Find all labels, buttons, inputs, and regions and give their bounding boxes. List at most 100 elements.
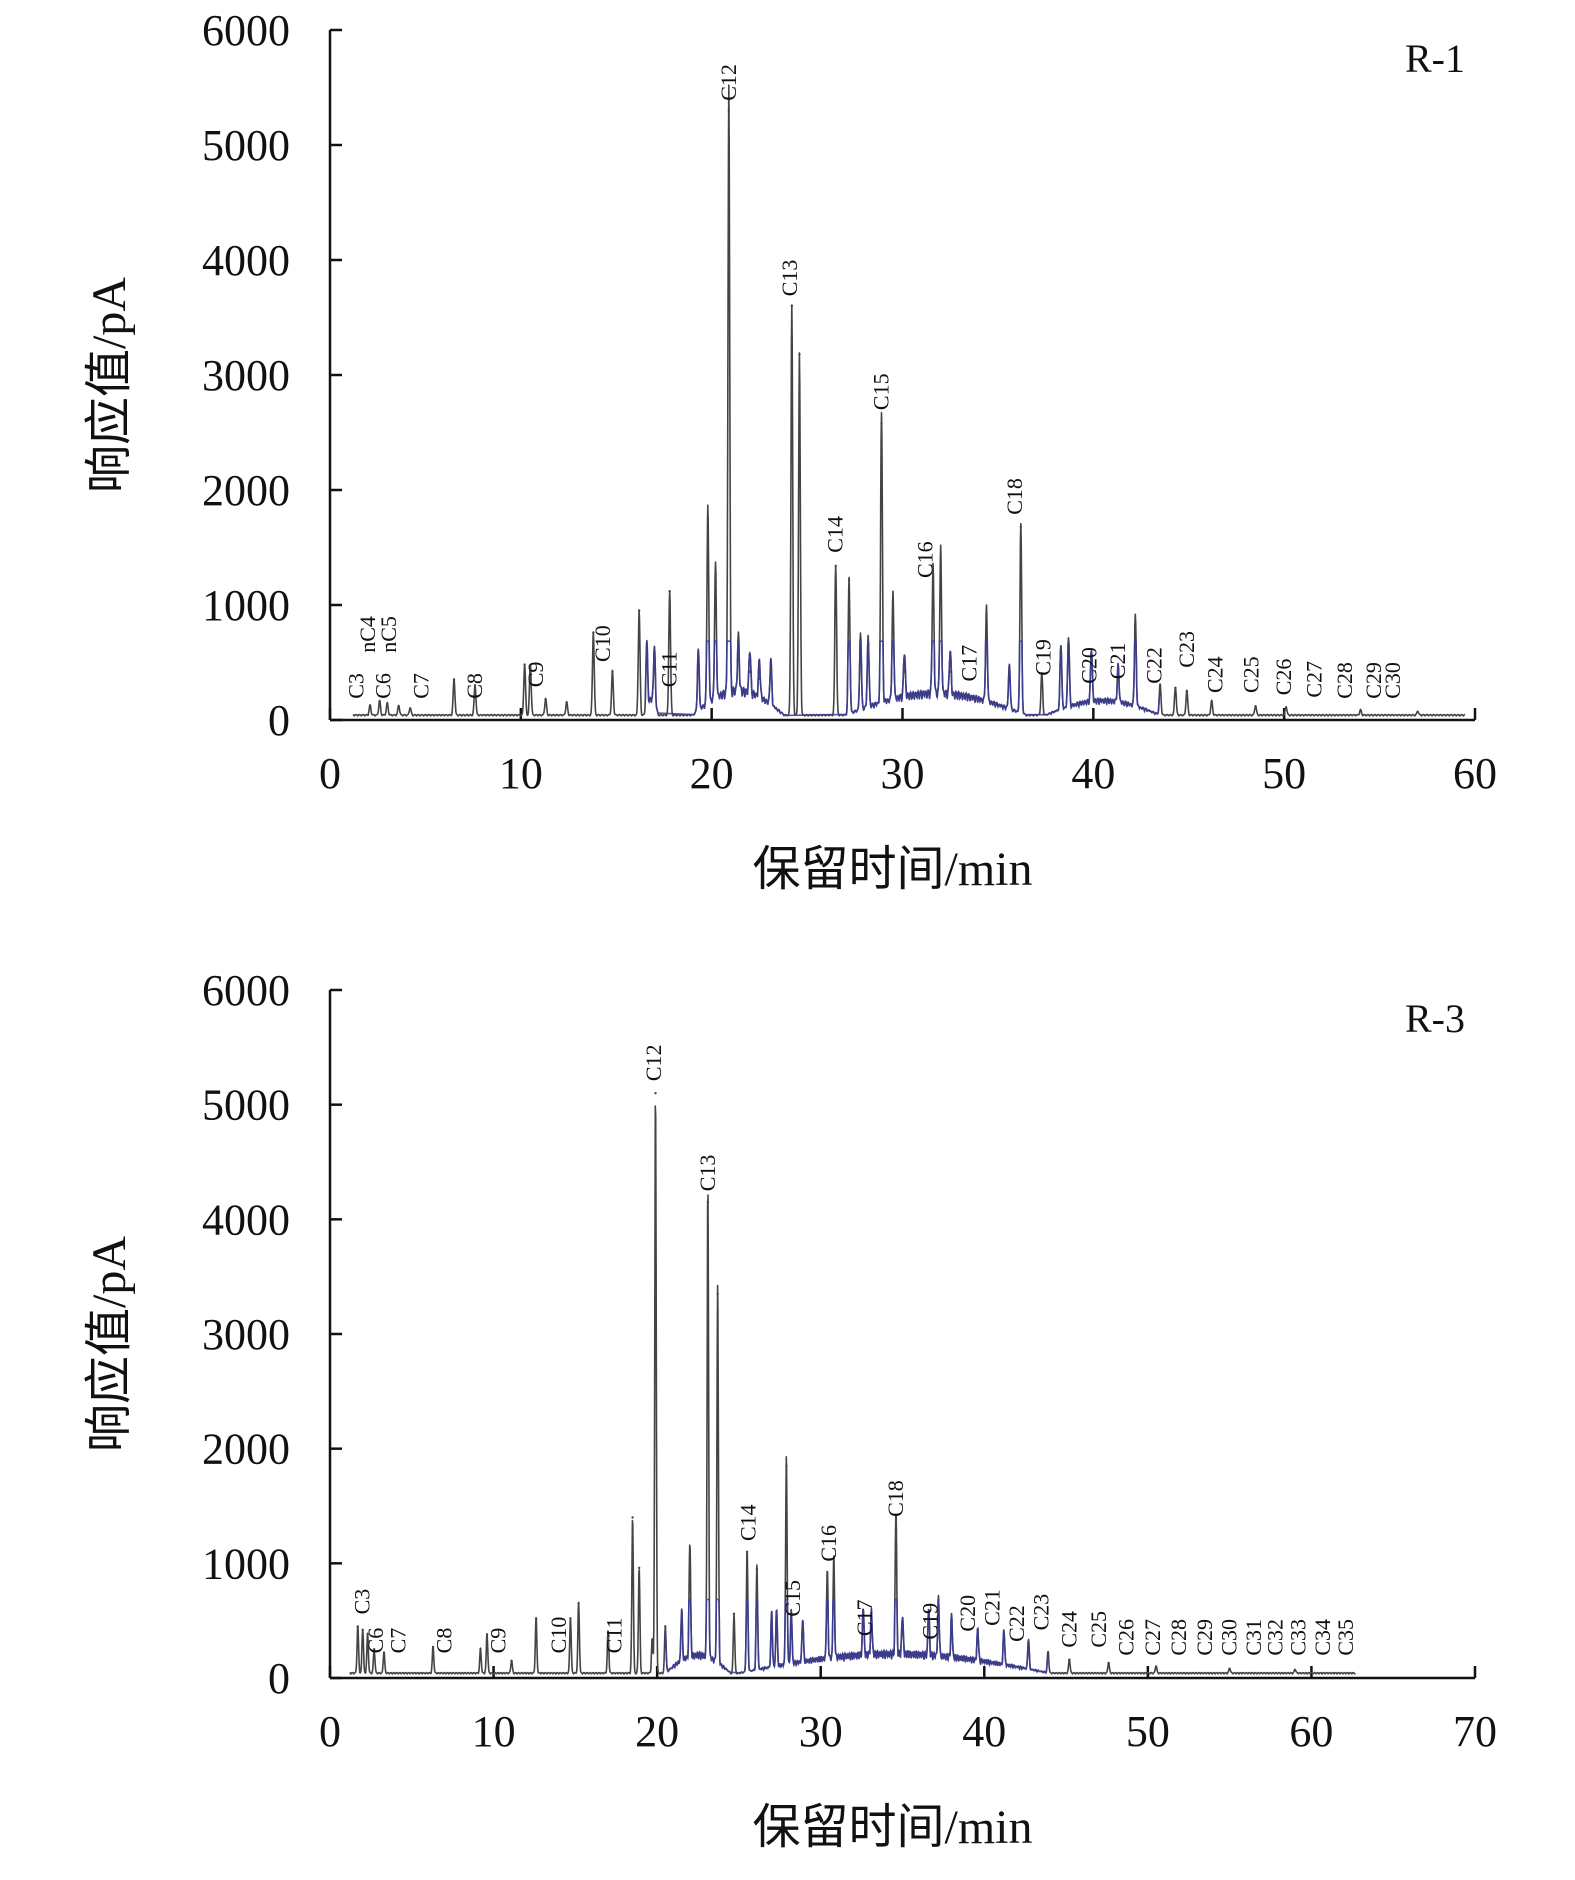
peak-point	[939, 569, 942, 572]
peak-point	[732, 1612, 736, 1615]
peak-label: C15	[869, 373, 894, 410]
peak-point	[544, 698, 547, 701]
peak-label: nC4	[355, 616, 380, 653]
unresolved-hump-trace	[644, 638, 1161, 717]
peak-label: C28	[1166, 1619, 1191, 1656]
peak-point	[880, 422, 883, 425]
peak-label: C6	[370, 673, 395, 699]
peak-point	[785, 1464, 788, 1468]
peak-label: C20	[1077, 647, 1102, 684]
y-tick-label: 0	[268, 696, 290, 745]
peak-point	[452, 678, 456, 681]
peak-point	[1040, 672, 1044, 676]
peak-label: C29	[1361, 662, 1386, 699]
peak-point	[866, 644, 870, 647]
peak-label: C22	[1141, 647, 1166, 684]
peak-label: C3	[344, 673, 369, 699]
x-tick-label: 0	[319, 1707, 341, 1756]
peak-label: C26	[1271, 659, 1296, 696]
peak-point	[1359, 709, 1362, 712]
peak-point	[870, 1628, 873, 1632]
y-tick-label: 3000	[202, 351, 290, 400]
peak-point	[1228, 1667, 1231, 1671]
peak-label: C7	[386, 1628, 411, 1654]
peak-point	[903, 670, 906, 673]
peak-label: C10	[590, 625, 615, 662]
peak-label: C35	[1333, 1619, 1358, 1656]
chart-panel-R-1: 0 1000 2000 3000 4000 5000 6000 0 10 20 30 40 50 60 保留…	[83, 6, 1497, 896]
y-tick-label: 4000	[202, 1195, 290, 1244]
peak-point	[1068, 1658, 1071, 1661]
peak-point	[697, 654, 700, 657]
peak-point	[727, 109, 731, 112]
chart-panel-R-3: 0 1000 2000 3000 4000 5000 6000 0 10 20 30 40 50 60 70…	[83, 966, 1497, 1854]
peak-point	[680, 1621, 683, 1625]
peak-point	[473, 684, 477, 687]
peak-point	[637, 609, 641, 612]
unresolved-hump-trace	[664, 1598, 1050, 1675]
peak-label: C12	[641, 1044, 666, 1081]
peak-point	[790, 304, 794, 308]
peak-point	[654, 1092, 657, 1095]
peak-point	[653, 659, 656, 662]
peak-point	[775, 1614, 778, 1618]
peak-point	[611, 670, 614, 673]
peak-label: C18	[1002, 478, 1027, 515]
peak-point	[664, 1625, 667, 1628]
peak-point	[1134, 624, 1137, 627]
peak-point	[801, 1628, 804, 1632]
peak-point	[534, 1617, 538, 1620]
peak-label: C16	[912, 541, 937, 578]
peak-point	[368, 705, 372, 708]
peak-point	[1067, 644, 1070, 647]
peak-label: C24	[1202, 656, 1227, 693]
peak-point	[770, 1617, 773, 1620]
peak-point	[737, 659, 740, 662]
peak-point	[631, 1516, 634, 1519]
peak-point	[510, 1659, 513, 1663]
y-tick-label: 6000	[202, 6, 290, 55]
x-tick-label: 30	[881, 749, 925, 798]
x-tick-label: 70	[1453, 1707, 1497, 1756]
peak-point	[606, 1630, 610, 1634]
y-axis-title: 响应值/pA	[83, 277, 136, 493]
peak-label: C25	[1086, 1611, 1111, 1648]
peak-label: C12	[716, 64, 741, 101]
peak-label: C9	[485, 1628, 510, 1654]
peak-point	[847, 578, 851, 581]
y-tick-label: 5000	[202, 121, 290, 170]
peak-point	[1107, 1661, 1110, 1665]
x-tick-label: 30	[799, 1707, 843, 1756]
peak-label: C19	[1031, 639, 1056, 676]
peak-point	[937, 1613, 940, 1617]
x-tick-label: 50	[1262, 749, 1306, 798]
y-tick-label: 6000	[202, 966, 290, 1015]
peak-point	[397, 705, 400, 708]
y-tick-label: 1000	[202, 581, 290, 630]
peak-point	[1416, 710, 1419, 714]
peak-label: C7	[409, 673, 434, 699]
peak-label: C18	[883, 1480, 908, 1517]
peak-point	[1154, 1665, 1158, 1668]
peak-point	[1046, 1651, 1050, 1654]
x-axis-title: 保留时间/min	[752, 1801, 1032, 1854]
peak-label: C10	[546, 1617, 571, 1654]
peak-point	[372, 1648, 376, 1651]
peak-point	[769, 669, 773, 672]
peak-point	[976, 1640, 979, 1643]
peak-label: C14	[736, 1504, 761, 1541]
peak-label: C3	[350, 1589, 375, 1615]
y-tick-label: 0	[268, 1654, 290, 1703]
peak-point	[1210, 700, 1213, 703]
peak-label: C25	[1239, 656, 1264, 693]
peak-point	[637, 1566, 641, 1570]
peak-label: C21	[1105, 643, 1130, 680]
x-tick-label: 40	[962, 1707, 1006, 1756]
peak-point	[985, 621, 988, 624]
peak-point	[826, 1585, 829, 1588]
peak-label: C13	[695, 1155, 720, 1192]
peak-point	[431, 1645, 435, 1649]
peak-point	[859, 638, 862, 641]
peak-point	[716, 1292, 719, 1296]
